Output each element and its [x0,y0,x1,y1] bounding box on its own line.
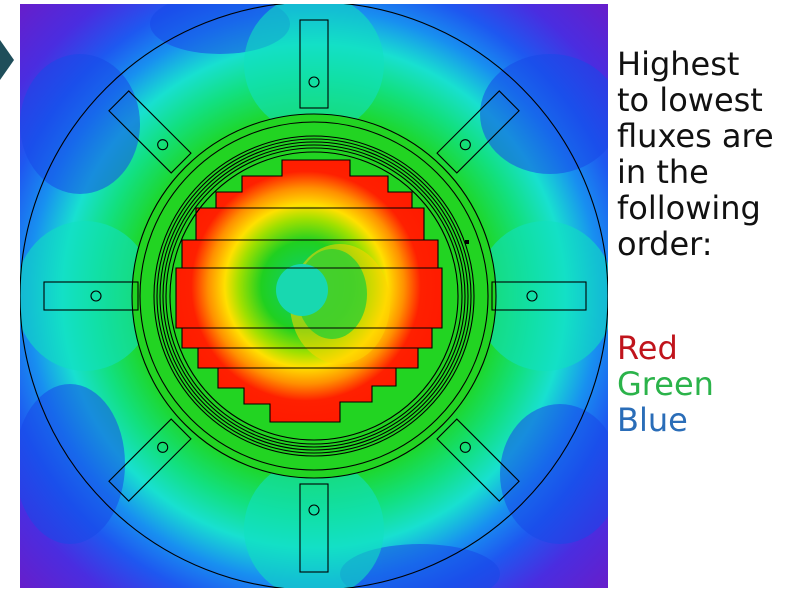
caption-line: order: [617,225,713,263]
reflector-ring [139,121,489,471]
legend-blue: Blue [617,401,688,439]
legend-green: Green [617,365,714,403]
blue-lobe [340,544,500,588]
reflector-ring [153,135,475,457]
slide-marker-arrow [0,40,14,80]
cyan-lobe [20,221,155,371]
beam-port-northwest [108,90,192,174]
cyan-lobe [475,221,608,371]
caption-line: fluxes are [617,117,774,155]
beam-port-north [299,19,329,109]
caption-line: Highest [617,45,740,83]
flux-order-legend: Red Green Blue [617,330,787,438]
flux-caption: Highest to lowest fluxes are in the foll… [617,46,787,262]
marker-dot [465,240,469,244]
beam-port-southwest [108,418,192,502]
reflector-ring [162,144,466,448]
blue-lobe [480,54,608,174]
cyan-lobe [244,459,384,588]
caption-line: following [617,189,761,227]
beam-port-northeast [436,90,520,174]
cyan-lobe [244,4,384,134]
flux-map-figure [20,4,608,588]
reflector-ring [156,138,472,454]
caption-line: in the [617,153,709,191]
reflector-ring [165,147,463,445]
caption-line: to lowest [617,81,763,119]
blue-lobe [500,404,608,544]
beam-port-east [491,281,587,311]
beam-port-west [43,281,139,311]
reflector-ring [169,151,459,441]
reflector-ring [159,141,469,451]
geometry-outlines [20,4,608,588]
blue-lobe [20,54,140,194]
beam-port-south [299,483,329,573]
legend-red: Red [617,329,678,367]
reflector-ring [131,113,497,479]
beam-port-southeast [436,418,520,502]
